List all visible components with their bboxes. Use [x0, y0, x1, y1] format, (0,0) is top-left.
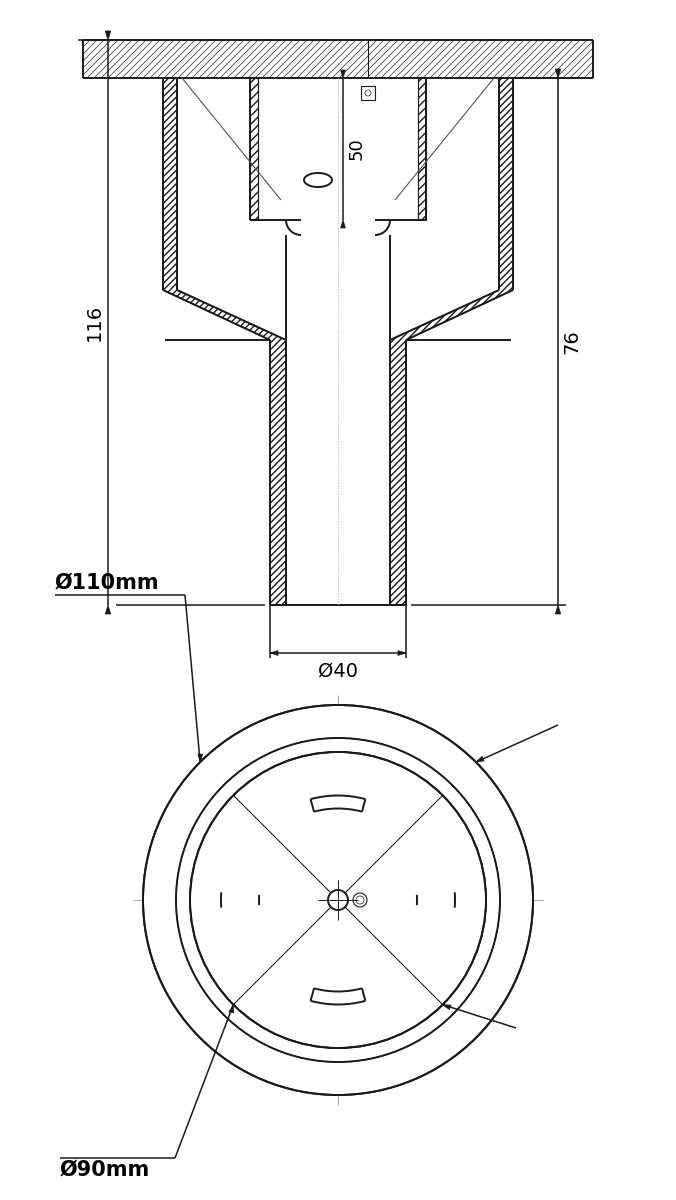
Circle shape [176, 738, 500, 1062]
Bar [83, 40, 593, 78]
Wedge shape [143, 704, 533, 1094]
Polygon shape [555, 68, 560, 78]
Polygon shape [105, 31, 111, 40]
Text: Ø90mm: Ø90mm [60, 1160, 150, 1180]
Text: 76: 76 [562, 329, 581, 354]
Polygon shape [177, 78, 499, 605]
Text: Ø40: Ø40 [318, 661, 358, 680]
Circle shape [365, 90, 371, 96]
Bar [418, 78, 426, 220]
Text: Ø110mm: Ø110mm [55, 572, 160, 593]
Bar [250, 78, 258, 220]
Polygon shape [105, 605, 111, 614]
Polygon shape [476, 756, 484, 762]
Circle shape [143, 704, 533, 1094]
Circle shape [356, 896, 364, 904]
Polygon shape [555, 605, 560, 614]
Text: 50: 50 [348, 138, 366, 161]
Circle shape [353, 893, 367, 907]
Polygon shape [443, 1004, 451, 1009]
Polygon shape [198, 754, 203, 762]
Polygon shape [398, 650, 406, 655]
Polygon shape [163, 78, 286, 605]
Bar [361, 86, 375, 100]
Polygon shape [341, 70, 345, 78]
Text: 116: 116 [84, 304, 103, 341]
Polygon shape [270, 650, 278, 655]
Polygon shape [229, 1004, 233, 1013]
Polygon shape [341, 220, 345, 228]
Circle shape [328, 890, 348, 910]
Circle shape [190, 752, 486, 1048]
